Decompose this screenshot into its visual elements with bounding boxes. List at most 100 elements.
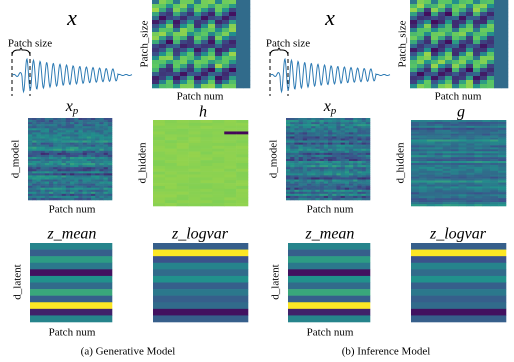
heatmap-cell [459, 132, 467, 134]
heatmap-cell [473, 16, 480, 20]
heatmap-cell [362, 163, 367, 165]
heatmap-cell [212, 134, 224, 137]
heatmap-cell [417, 76, 424, 80]
heatmap-cell [189, 195, 201, 198]
heatmap-cell [451, 134, 459, 136]
heatmap-cell [349, 169, 354, 171]
heatmap-cell [341, 159, 346, 161]
heatmap-cell [417, 40, 424, 44]
heatmap-cell [41, 139, 46, 141]
heatmap-cell [294, 130, 299, 132]
heatmap-cell [438, 36, 445, 40]
heatmap-cell [49, 159, 54, 161]
heatmap-cell [303, 163, 308, 165]
heatmap-cell [435, 167, 443, 169]
heatmap-cell [95, 186, 100, 188]
heatmap-cell [303, 126, 308, 128]
heatmap-cell [57, 171, 62, 173]
heatmap-cell [36, 167, 41, 169]
heatmap-cell [419, 204, 427, 206]
heatmap-cell [349, 173, 354, 175]
heatmap-cell [57, 161, 62, 163]
heatmap-cell [32, 188, 37, 190]
heatmap-cell [498, 169, 506, 171]
heatmap-cell [83, 196, 88, 198]
heatmap-cell [108, 163, 113, 165]
heatmap-cell [177, 131, 189, 134]
heatmap-cell [349, 134, 354, 136]
heatmap-cell [490, 145, 498, 147]
heatmap-cell [236, 157, 248, 160]
heatmap-cell [62, 153, 67, 155]
heatmap-cell [30, 269, 112, 276]
heatmap-cell [57, 126, 62, 128]
heatmap-cell [45, 151, 50, 153]
heatmap-cell [349, 147, 354, 149]
axis-label: Patch num [307, 204, 354, 216]
heatmap-cell [212, 195, 224, 198]
heatmap-cell [45, 139, 50, 141]
heatmap-cell [487, 36, 494, 40]
heatmap-cell [57, 141, 62, 143]
heatmap-cell [236, 52, 243, 56]
heatmap-cell [49, 157, 54, 159]
heatmap-cell [208, 32, 215, 36]
heatmap-cell [451, 175, 459, 177]
heatmap-cell [153, 146, 165, 149]
heatmap-cell [443, 136, 451, 138]
heatmap-cell [70, 120, 75, 122]
heatmap-cell [424, 16, 431, 20]
heatmap-cell [66, 124, 71, 126]
heatmap-cell [315, 132, 320, 134]
heatmap-cell [194, 0, 201, 4]
heatmap-cell [498, 202, 506, 204]
heatmap-cell [307, 126, 312, 128]
heatmap-cell [95, 151, 100, 153]
heatmap-cell [328, 134, 333, 136]
heatmap-cell [366, 124, 371, 126]
heatmap-cell [236, 180, 248, 183]
heatmap-cell [320, 122, 325, 124]
heatmap-cell [474, 200, 482, 202]
heatmap-cell [431, 56, 438, 60]
heatmap-cell [215, 84, 222, 88]
heatmap-cell [78, 167, 83, 169]
heatmap-cell [78, 165, 83, 167]
heatmap-cell [366, 175, 371, 177]
heatmap-cell [424, 32, 431, 36]
heatmap-cell [243, 68, 250, 72]
heatmap-cell [349, 161, 354, 163]
heatmap-cell [466, 169, 474, 171]
heatmap-cell [474, 155, 482, 157]
heatmap-cell [494, 64, 501, 68]
heatmap-cell [66, 198, 71, 200]
heatmap-cell [324, 198, 329, 200]
heatmap-cell [208, 60, 215, 64]
heatmap-cell [336, 143, 341, 145]
heatmap-cell [466, 183, 474, 185]
heatmap-cell [474, 202, 482, 204]
heatmap-cell [70, 161, 75, 163]
heatmap-cell [424, 8, 431, 12]
heatmap-cell [345, 153, 350, 155]
heatmap-cell [459, 181, 467, 183]
heatmap-cell [299, 153, 304, 155]
heatmap-cell [498, 171, 506, 173]
heatmap-cell [173, 0, 180, 4]
heatmap-cell [95, 126, 100, 128]
heatmap-cell [194, 8, 201, 12]
heatmap-cell [187, 48, 194, 52]
title-subscript: p [72, 105, 79, 117]
heatmap-cell [99, 149, 104, 151]
heatmap-cell [315, 141, 320, 143]
heatmap-cell [349, 163, 354, 165]
heatmap-cell [108, 151, 113, 153]
heatmap-cell [294, 194, 299, 196]
heatmap-cell [411, 145, 419, 147]
heatmap-cell [474, 179, 482, 181]
axis-label: Patch_size [397, 20, 409, 67]
heatmap-cell [99, 120, 104, 122]
heatmap-cell [490, 142, 498, 144]
heatmap-cell [30, 302, 112, 309]
heatmap-cell [451, 126, 459, 128]
